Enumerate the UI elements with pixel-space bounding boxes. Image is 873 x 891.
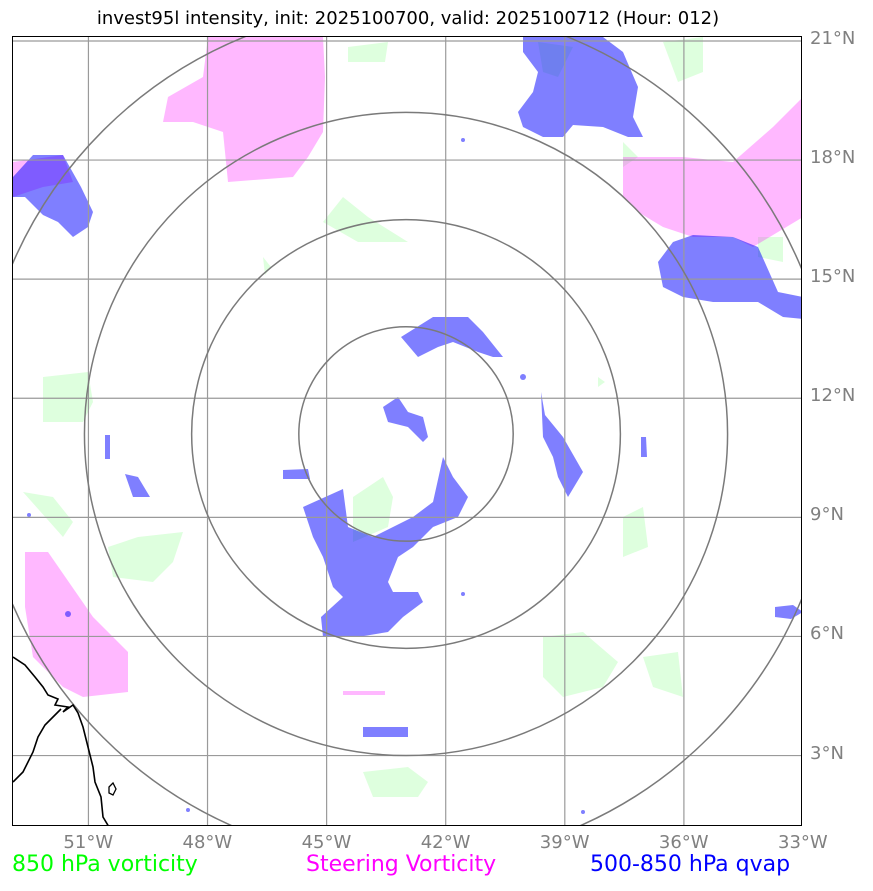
- latitude-label: 18°N: [810, 147, 856, 169]
- coastline: [13, 656, 109, 825]
- map-panel: [12, 36, 802, 826]
- coastline-island: [108, 781, 117, 796]
- graticule: [13, 37, 801, 825]
- longitude-label: 45°W: [301, 832, 352, 853]
- longitude-label: 51°W: [63, 832, 114, 853]
- legend-steering-vorticity: Steering Vorticity: [306, 852, 497, 877]
- latitude-label: 6°N: [810, 623, 844, 645]
- range-rings: [13, 37, 801, 825]
- latitude-label: 21°N: [810, 27, 856, 49]
- latitude-label: 12°N: [810, 385, 856, 407]
- longitude-label: 39°W: [539, 832, 590, 853]
- map-canvas: [13, 37, 801, 825]
- range-ring: [298, 326, 514, 542]
- range-ring: [83, 111, 729, 757]
- legend-vorticity-850: 850 hPa vorticity: [12, 852, 198, 877]
- longitude-label: 42°W: [420, 832, 471, 853]
- latitude-label: 3°N: [810, 742, 844, 764]
- latitude-label: 15°N: [810, 266, 856, 288]
- longitude-label: 36°W: [658, 832, 709, 853]
- legend-qvap: 500-850 hPa qvap: [590, 852, 791, 877]
- longitude-label: 33°W: [778, 832, 828, 853]
- longitude-label: 48°W: [182, 832, 233, 853]
- map-title: invest95l intensity, init: 2025100700, v…: [96, 8, 720, 29]
- latitude-label: 9°N: [810, 504, 844, 526]
- vorticity-850-layer: [23, 37, 783, 797]
- range-ring: [190, 218, 622, 650]
- qvap-layer: [13, 37, 801, 814]
